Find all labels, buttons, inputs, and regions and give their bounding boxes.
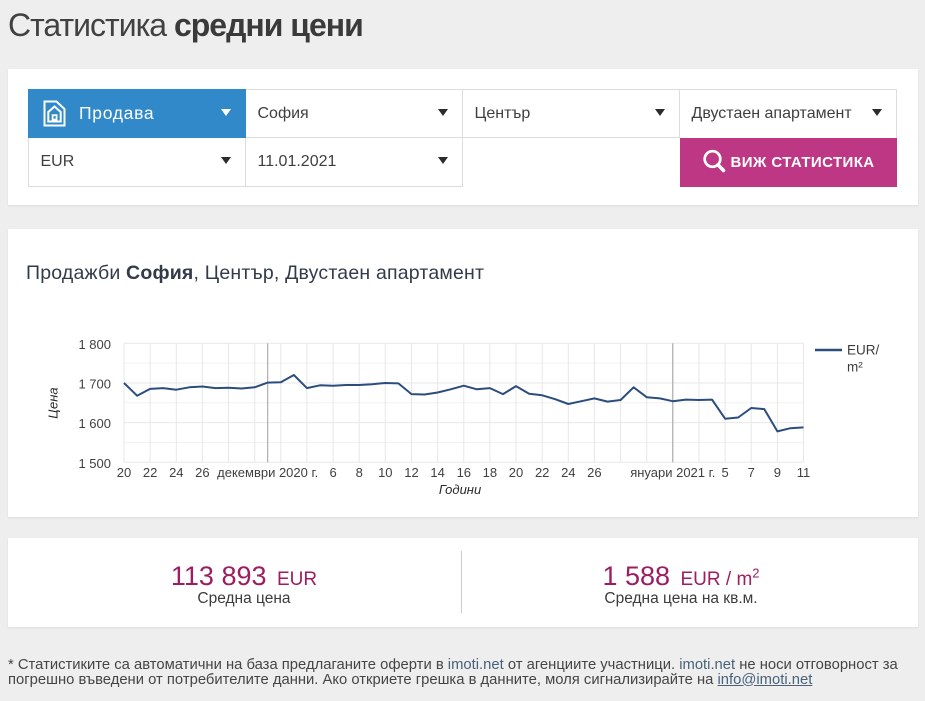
- svg-text:20: 20: [509, 465, 523, 480]
- svg-text:16: 16: [457, 465, 471, 480]
- svg-text:26: 26: [587, 465, 601, 480]
- svg-text:Цена: Цена: [46, 387, 61, 418]
- svg-text:10: 10: [378, 465, 392, 480]
- svg-text:1 600: 1 600: [78, 416, 111, 431]
- svg-text:януари 2021 г.: януари 2021 г.: [630, 465, 715, 480]
- svg-text:5: 5: [721, 465, 728, 480]
- svg-text:8: 8: [356, 465, 363, 480]
- svg-text:1 500: 1 500: [78, 456, 111, 471]
- svg-text:24: 24: [169, 465, 183, 480]
- svg-text:Години: Години: [439, 482, 481, 497]
- svg-text:22: 22: [143, 465, 157, 480]
- svg-text:декември 2020 г.: декември 2020 г.: [217, 465, 318, 480]
- svg-text:26: 26: [195, 465, 209, 480]
- svg-text:24: 24: [561, 465, 575, 480]
- svg-text:1 700: 1 700: [78, 377, 111, 392]
- svg-text:18: 18: [483, 465, 497, 480]
- svg-text:6: 6: [329, 465, 336, 480]
- svg-text:20: 20: [117, 465, 131, 480]
- svg-text:11: 11: [797, 465, 811, 480]
- svg-text:22: 22: [535, 465, 549, 480]
- svg-text:14: 14: [430, 465, 444, 480]
- svg-text:9: 9: [774, 465, 781, 480]
- svg-text:12: 12: [404, 465, 418, 480]
- svg-text:7: 7: [748, 465, 755, 480]
- svg-text:m²: m²: [847, 360, 863, 375]
- svg-text:EUR/: EUR/: [847, 343, 880, 358]
- svg-text:1 800: 1 800: [78, 337, 111, 352]
